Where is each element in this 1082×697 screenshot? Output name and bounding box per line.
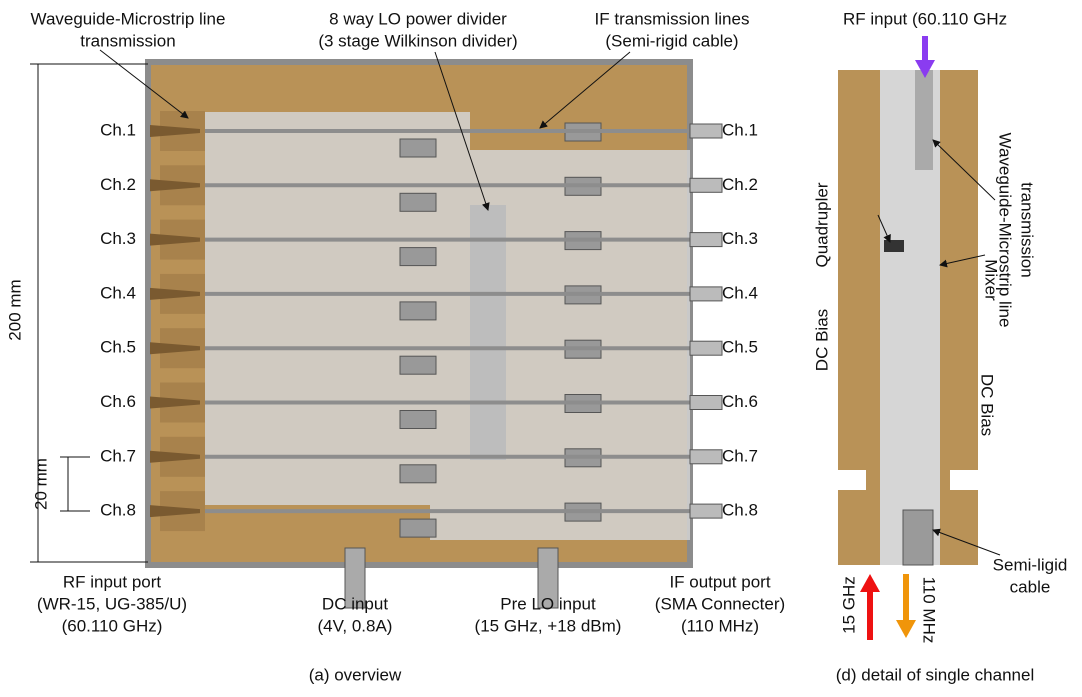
annotation: transmission bbox=[80, 31, 175, 50]
board-detail bbox=[838, 70, 978, 565]
channel-label-left: Ch.3 bbox=[100, 229, 136, 248]
sma-connector bbox=[690, 341, 722, 355]
annotation: RF input port bbox=[63, 572, 162, 591]
annotation: (Semi-rigid cable) bbox=[605, 31, 738, 50]
mixer-block bbox=[400, 302, 436, 320]
lo-divider-trace bbox=[470, 205, 506, 460]
if-arrow-head bbox=[896, 620, 916, 638]
detail-quadrupler bbox=[884, 240, 904, 252]
annotation: 110 MHz bbox=[920, 577, 939, 644]
annotation: 8 way LO power divider bbox=[329, 9, 507, 28]
sma-connector bbox=[690, 178, 722, 192]
channel-label-right: Ch.5 bbox=[722, 338, 758, 357]
annotation: Waveguide-Microstrip line bbox=[996, 133, 1015, 328]
annotation: Semi-ligid bbox=[993, 555, 1068, 574]
annotation: (WR-15, UG-385/U) bbox=[37, 594, 187, 613]
sma-connector bbox=[690, 504, 722, 518]
mixer-block bbox=[400, 519, 436, 537]
channel-label-right: Ch.1 bbox=[722, 120, 758, 139]
annotation: (110 MHz) bbox=[681, 616, 759, 635]
sma-connector bbox=[690, 396, 722, 410]
mixer-block bbox=[400, 411, 436, 429]
channel-label-left: Ch.7 bbox=[100, 446, 136, 465]
channel-label-right: Ch.7 bbox=[722, 446, 758, 465]
channel-label-right: Ch.2 bbox=[722, 175, 758, 194]
annotation: RF input (60.110 GHz bbox=[843, 9, 1007, 28]
annotation: (a) overview bbox=[309, 665, 402, 684]
annotation: transmission bbox=[1018, 182, 1037, 277]
mixer-block bbox=[400, 356, 436, 374]
detail-cutout bbox=[838, 470, 866, 490]
annotation: Quadrupler bbox=[812, 182, 831, 267]
ground-plane bbox=[205, 112, 690, 540]
mixer-block bbox=[400, 465, 436, 483]
annotation: Waveguide-Microstrip line bbox=[31, 9, 226, 28]
lo-arrow-head bbox=[860, 574, 880, 592]
sma-connector bbox=[690, 450, 722, 464]
figure: Ch.1 Ch.1 Ch.2 Ch.2 Ch.3 Ch.3 Ch.4 Ch.4 Ch.5 Ch.5… bbox=[0, 0, 1082, 692]
channel-label-left: Ch.6 bbox=[100, 392, 136, 411]
annotation: (3 stage Wilkinson divider) bbox=[318, 31, 517, 50]
annotation: (d) detail of single channel bbox=[836, 665, 1034, 684]
annotation: DC Bias bbox=[812, 309, 831, 371]
annotation: 20 mm bbox=[31, 458, 50, 510]
channel-label-right: Ch.6 bbox=[722, 392, 758, 411]
annotation: (4V, 0.8A) bbox=[318, 616, 393, 635]
annotation: (15 GHz, +18 dBm) bbox=[475, 616, 622, 635]
channel-label-right: Ch.8 bbox=[722, 501, 758, 520]
mixer-block bbox=[400, 193, 436, 211]
annotation: 200 mm bbox=[5, 279, 24, 340]
annotation: cable bbox=[1010, 577, 1051, 596]
channel-label-left: Ch.4 bbox=[100, 283, 136, 302]
annotation: IF transmission lines bbox=[595, 9, 750, 28]
board-overview bbox=[148, 62, 722, 608]
detail-waveguide bbox=[915, 70, 933, 170]
page: {"overview": { "caption": "(a) overview"… bbox=[0, 0, 1082, 697]
detail-cutout bbox=[950, 470, 978, 490]
annotation: DC input bbox=[322, 594, 388, 613]
annotation: IF output port bbox=[669, 572, 770, 591]
sma-connector bbox=[690, 124, 722, 138]
channel-label-left: Ch.1 bbox=[100, 120, 136, 139]
channel-label-right: Ch.4 bbox=[722, 283, 758, 302]
sma-connector bbox=[690, 287, 722, 301]
annotation: 15 GHz bbox=[839, 576, 858, 634]
annotation: (SMA Connecter) bbox=[655, 594, 785, 613]
annotation: (60.110 GHz) bbox=[62, 616, 163, 635]
channel-label-left: Ch.8 bbox=[100, 501, 136, 520]
sma-connector bbox=[690, 233, 722, 247]
detail-cable bbox=[903, 510, 933, 565]
channel-label-left: Ch.5 bbox=[100, 338, 136, 357]
mixer-block bbox=[400, 248, 436, 266]
channel-label-right: Ch.3 bbox=[722, 229, 758, 248]
annotation: DC Bias bbox=[978, 374, 997, 436]
annotation: Pre LO input bbox=[500, 594, 596, 613]
mixer-block bbox=[400, 139, 436, 157]
channel-label-left: Ch.2 bbox=[100, 175, 136, 194]
